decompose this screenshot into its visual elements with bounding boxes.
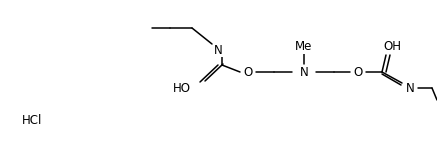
Text: Me: Me [295,41,313,53]
Text: N: N [214,43,222,57]
Text: N: N [300,65,309,79]
Text: OH: OH [383,39,401,53]
Text: HCl: HCl [22,113,42,126]
Text: O: O [243,65,253,79]
Text: HO: HO [173,81,191,95]
Text: O: O [354,65,363,79]
Text: N: N [406,81,414,95]
